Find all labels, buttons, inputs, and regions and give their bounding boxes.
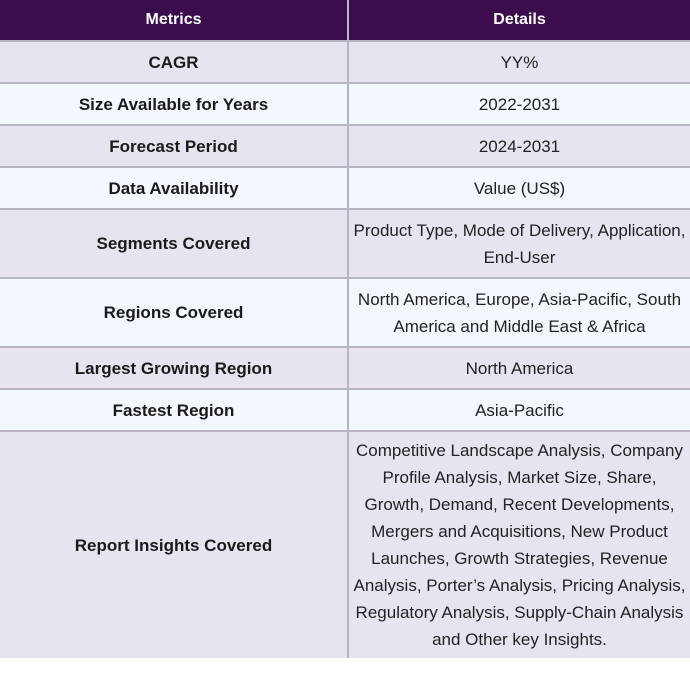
details-cell: North America <box>348 346 690 389</box>
details-cell: Product Type, Mode of Delivery, Applicat… <box>348 208 690 278</box>
table-row: CAGR YY% <box>0 40 690 83</box>
table-row: Size Available for Years 2022-2031 <box>0 82 690 125</box>
details-cell: 2022-2031 <box>348 82 690 125</box>
table-row: Largest Growing Region North America <box>0 346 690 389</box>
metric-cell: Fastest Region <box>0 388 349 431</box>
table-row: Fastest Region Asia-Pacific <box>0 388 690 431</box>
metric-cell: Data Availability <box>0 166 349 209</box>
table-row: Report Insights Covered Competitive Land… <box>0 430 690 658</box>
table-row: Regions Covered North America, Europe, A… <box>0 277 690 347</box>
metric-cell: Segments Covered <box>0 208 349 278</box>
details-cell: North America, Europe, Asia-Pacific, Sou… <box>348 277 690 347</box>
metric-cell: Size Available for Years <box>0 82 349 125</box>
header-details: Details <box>348 0 690 41</box>
metric-cell: Regions Covered <box>0 277 349 347</box>
metric-cell: CAGR <box>0 40 349 83</box>
table-row: Segments Covered Product Type, Mode of D… <box>0 208 690 278</box>
metric-cell: Largest Growing Region <box>0 346 349 389</box>
details-cell: 2024-2031 <box>348 124 690 167</box>
header-metrics: Metrics <box>0 0 349 41</box>
details-cell: YY% <box>348 40 690 83</box>
details-cell: Value (US$) <box>348 166 690 209</box>
details-cell: Asia-Pacific <box>348 388 690 431</box>
details-cell: Competitive Landscape Analysis, Company … <box>348 430 690 658</box>
metrics-table: Metrics Details CAGR YY% Size Available … <box>0 0 690 658</box>
metric-cell: Forecast Period <box>0 124 349 167</box>
table-row: Forecast Period 2024-2031 <box>0 124 690 167</box>
table-row: Data Availability Value (US$) <box>0 166 690 209</box>
metric-cell: Report Insights Covered <box>0 430 349 658</box>
table-header-row: Metrics Details <box>0 0 690 41</box>
